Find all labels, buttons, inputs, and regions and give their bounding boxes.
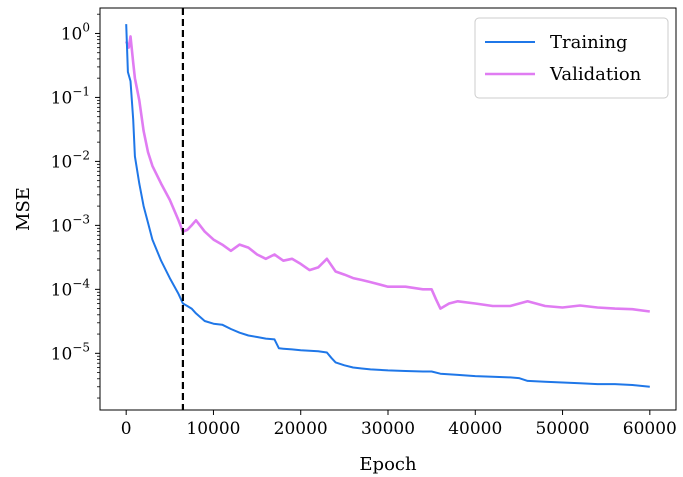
x-tick-label: 40000 [448,419,502,439]
x-axis-label: Epoch [359,454,417,475]
validation-series-line [125,35,650,313]
y-tick-label: 10−2 [51,148,90,172]
x-tick-label: 60000 [623,419,677,439]
y-axis-label: MSE [13,187,34,231]
x-tick-label: 0 [121,419,132,439]
plot-lines [125,24,650,388]
training-legend-label: Training [550,32,628,53]
y-tick-label: 10−3 [51,212,90,236]
x-tick-label: 30000 [361,419,415,439]
y-tick-label: 100 [61,20,90,44]
y-axis-ticks: 10−5 10−4 10−3 10−2 10−1 100 [51,13,100,399]
validation-legend-label: Validation [549,64,642,85]
y-tick-label: 10−4 [51,276,91,300]
x-tick-label: 20000 [274,419,328,439]
y-tick-label: 10−1 [51,84,90,108]
legend-box [474,17,669,99]
y-tick-label: 10−5 [51,340,90,364]
training-series-line [125,24,650,388]
x-axis-ticks: 0 10000 20000 30000 40000 50000 60000 [121,410,677,439]
x-tick-label: 10000 [186,419,240,439]
x-tick-label: 50000 [535,419,589,439]
legend: Training Validation [474,17,669,99]
